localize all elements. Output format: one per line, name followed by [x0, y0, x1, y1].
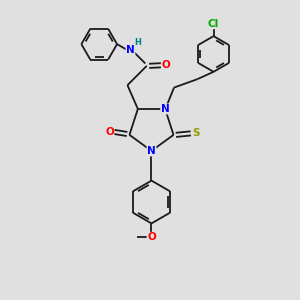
Text: N: N	[161, 104, 170, 114]
Text: O: O	[147, 232, 156, 242]
Text: O: O	[161, 60, 170, 70]
Text: H: H	[134, 38, 141, 47]
Text: N: N	[147, 146, 156, 156]
Text: S: S	[193, 128, 200, 138]
Text: Cl: Cl	[208, 19, 219, 28]
Text: O: O	[105, 127, 114, 137]
Text: N: N	[126, 45, 135, 55]
